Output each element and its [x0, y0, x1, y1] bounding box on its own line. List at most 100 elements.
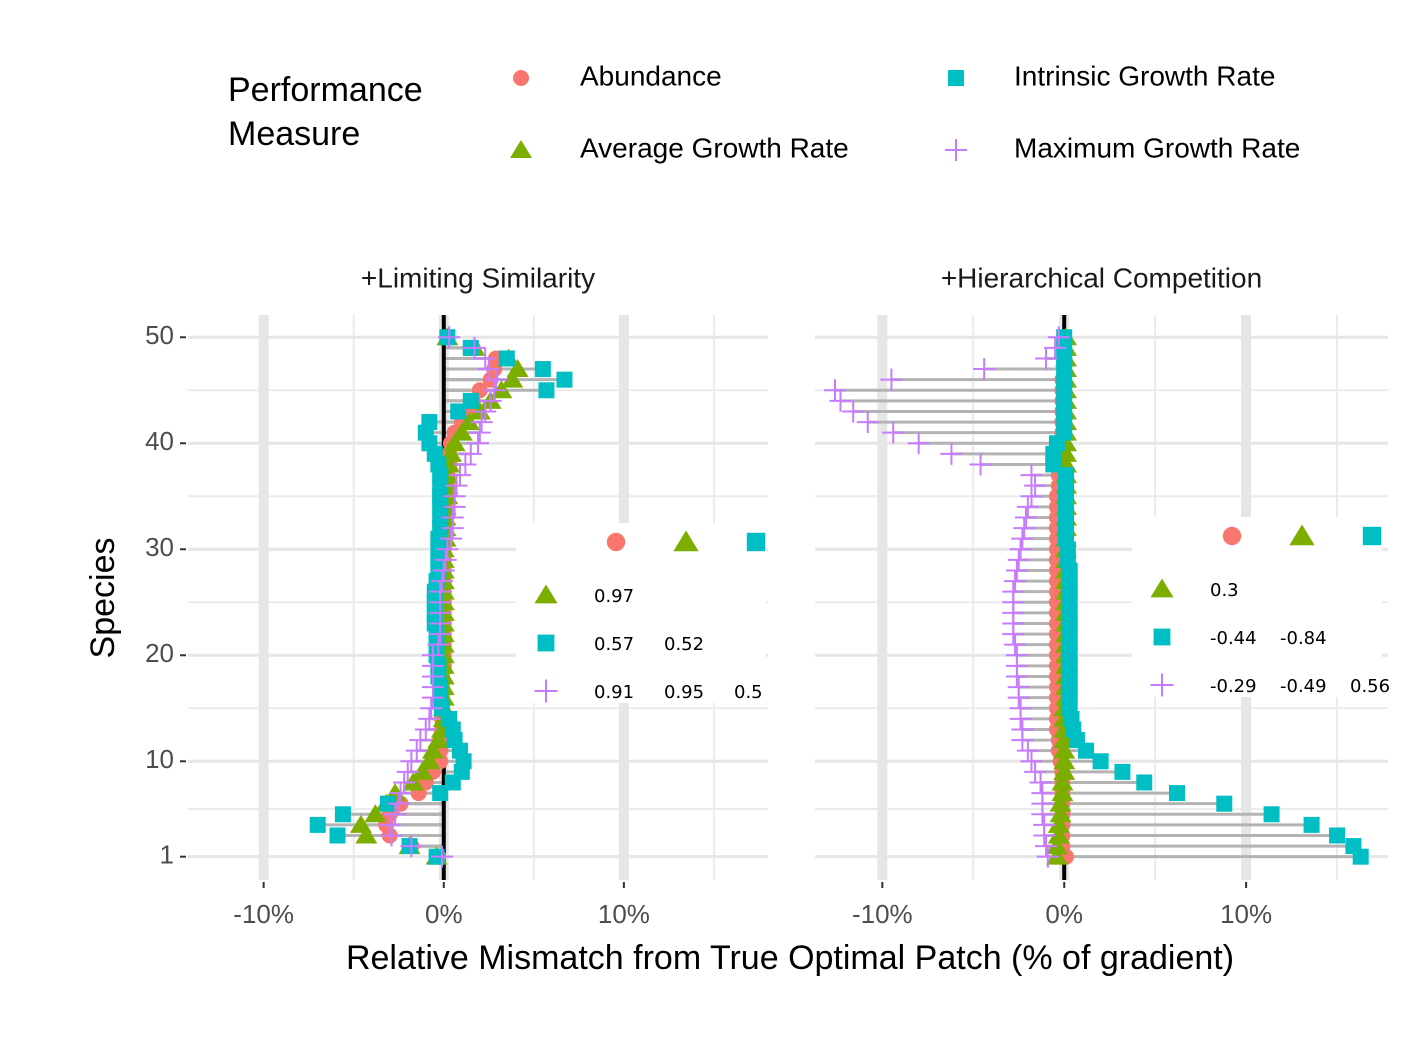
point — [940, 442, 963, 465]
point — [1016, 495, 1039, 518]
facet-title: +Limiting Similarity — [361, 262, 595, 293]
point — [1005, 559, 1028, 582]
correlation-label: -0.84 — [1280, 628, 1327, 649]
inset-marker — [1153, 628, 1171, 646]
point — [418, 751, 441, 770]
point — [1114, 763, 1131, 780]
point — [378, 813, 401, 836]
y-tick-label: 50 — [145, 320, 174, 350]
point — [1049, 793, 1072, 812]
point — [420, 697, 443, 720]
inset-marker — [534, 584, 558, 604]
legend-marker — [510, 140, 532, 158]
point — [556, 371, 573, 388]
point — [429, 580, 452, 603]
point — [450, 422, 473, 441]
inset-marker — [673, 530, 699, 552]
y-tick-label: 40 — [145, 426, 174, 456]
point — [477, 358, 500, 381]
point — [1007, 548, 1030, 571]
correlation-label: 0.57 — [594, 634, 634, 655]
point — [396, 760, 419, 783]
point — [1013, 517, 1036, 540]
legend-label: Intrinsic Growth Rate — [1014, 60, 1275, 91]
point — [462, 392, 479, 409]
inset-background — [516, 523, 766, 703]
point — [1053, 761, 1076, 780]
point — [405, 739, 428, 762]
point — [1031, 782, 1054, 805]
inset-marker — [1150, 673, 1174, 697]
point — [400, 750, 423, 773]
x-tick-label: 10% — [598, 899, 650, 929]
point — [457, 412, 480, 431]
point — [1004, 570, 1027, 593]
point — [421, 414, 438, 431]
point — [1009, 538, 1032, 561]
x-tick-label: 10% — [1220, 899, 1272, 929]
point — [1058, 467, 1075, 484]
y-tick-label: 20 — [145, 638, 174, 668]
point — [1047, 326, 1070, 349]
point — [450, 403, 467, 420]
point — [506, 359, 529, 378]
point — [393, 771, 416, 794]
correlation-label: 0.52 — [664, 634, 704, 655]
point — [538, 382, 555, 399]
point — [483, 379, 506, 402]
legend-title: Measure — [228, 115, 360, 153]
point — [1007, 676, 1030, 699]
point — [824, 379, 847, 402]
point — [479, 389, 502, 412]
inset-marker — [534, 679, 558, 703]
point — [1035, 347, 1058, 370]
correlation-label: 0.5 — [734, 682, 763, 703]
point — [467, 432, 489, 455]
x-tick-label: 0% — [425, 899, 463, 929]
point — [969, 453, 992, 476]
legend-title: Performance — [228, 71, 423, 109]
point — [334, 806, 351, 823]
point — [1020, 464, 1043, 487]
point — [380, 824, 403, 847]
legend-marker — [513, 70, 529, 86]
correlation-label: -0.44 — [1210, 628, 1257, 649]
inset-marker — [1150, 578, 1174, 598]
x-tick-label: -10% — [852, 899, 913, 929]
labels: Performance Measure Relative Mismatch fr… — [84, 60, 1390, 977]
point — [1011, 718, 1034, 741]
point — [470, 411, 493, 434]
point — [414, 718, 437, 741]
point — [441, 506, 464, 529]
x-tick-label: 0% — [1045, 899, 1083, 929]
point — [411, 761, 434, 780]
point — [1002, 580, 1025, 603]
point — [1263, 806, 1280, 823]
point — [1020, 485, 1043, 508]
y-axis-title: Species — [84, 538, 122, 659]
point — [1047, 814, 1070, 833]
point — [1053, 751, 1076, 770]
inset-background — [1132, 517, 1382, 697]
point — [1168, 785, 1185, 802]
point — [443, 433, 466, 452]
point — [384, 803, 407, 826]
point — [1053, 740, 1076, 759]
correlation-label: 0.56 — [1350, 676, 1390, 697]
point — [1044, 336, 1067, 359]
point — [438, 326, 461, 349]
point — [430, 845, 453, 868]
legend-label: Abundance — [580, 60, 722, 91]
correlation-label: -0.49 — [1280, 676, 1327, 697]
point — [1216, 795, 1233, 812]
marks — [309, 315, 1369, 880]
point — [856, 411, 879, 434]
point — [389, 782, 412, 805]
x-tick-label: -10% — [233, 899, 294, 929]
point — [421, 644, 444, 667]
point — [1033, 813, 1056, 836]
point — [1049, 804, 1072, 823]
point — [463, 336, 486, 359]
point — [882, 421, 905, 444]
